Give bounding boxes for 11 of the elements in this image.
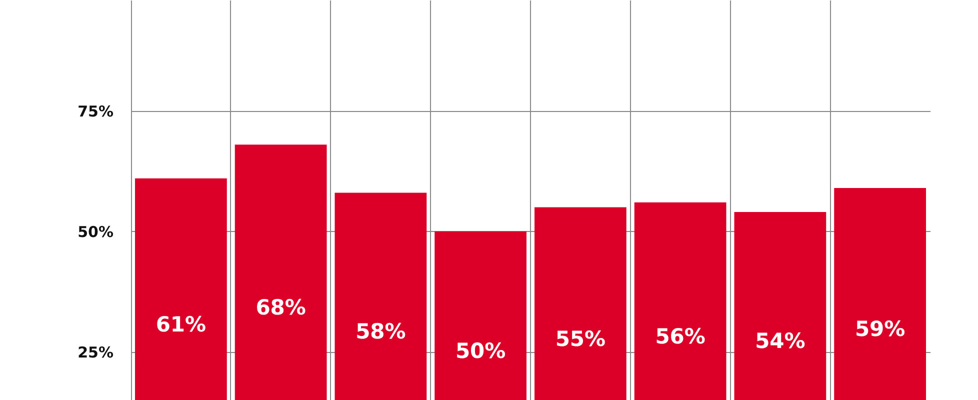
y-tick-label: 50% — [78, 222, 114, 241]
data-label: 61% — [156, 312, 206, 336]
data-label: 56% — [655, 324, 706, 348]
data-label: 54% — [755, 329, 806, 354]
data-label: 50% — [455, 338, 506, 363]
data-label: 55% — [555, 326, 606, 351]
data-label: 68% — [256, 295, 306, 320]
y-tick-label: 75% — [78, 102, 114, 120]
data-label: 59% — [854, 317, 906, 342]
y-tick-label: 25% — [78, 343, 114, 362]
data-label: 58% — [356, 320, 406, 344]
